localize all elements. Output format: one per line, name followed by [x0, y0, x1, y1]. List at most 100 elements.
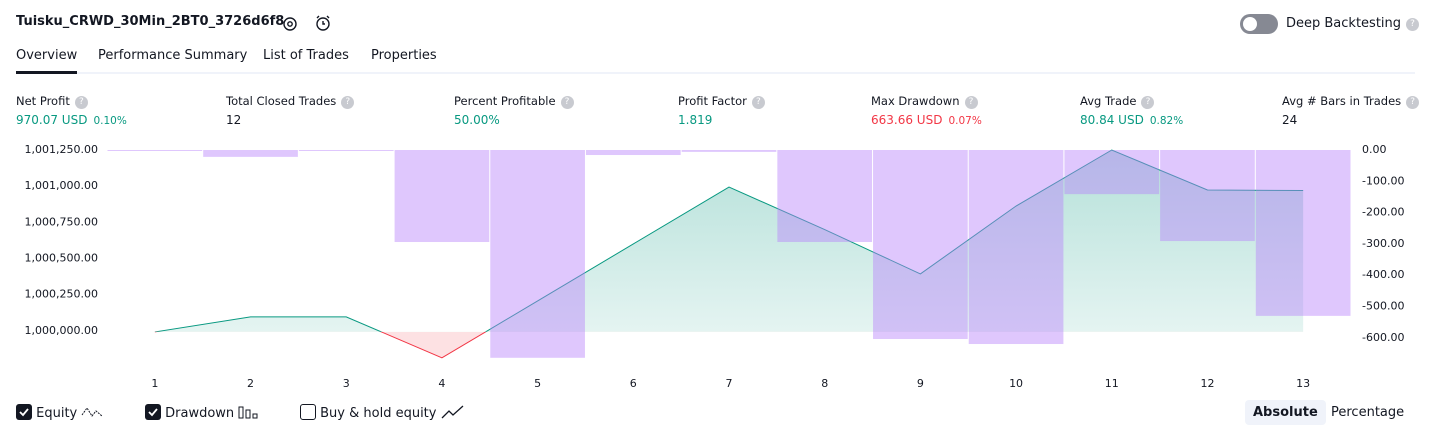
stat-percent: 0.10% [93, 115, 127, 127]
deep-backtesting-label: Deep Backtesting? [1286, 16, 1420, 31]
y-tick-label: 1,000,250.00 [25, 288, 98, 301]
x-tick-label: 7 [726, 377, 733, 390]
stat-label-text: Avg # Bars in Trades [1282, 94, 1402, 108]
help-icon[interactable]: ? [1406, 96, 1420, 109]
stat-label: Total Closed Trades? [226, 94, 355, 109]
drawdown-bar [490, 150, 585, 358]
legend-label: Buy & hold equity [320, 406, 437, 421]
stat-label: Avg # Bars in Trades? [1282, 94, 1420, 109]
tab[interactable]: Properties [371, 48, 437, 63]
stat-value-text: 663.66 USD [871, 113, 943, 127]
absolute-button[interactable]: Absolute [1245, 400, 1326, 425]
stat-label-text: Avg Trade [1080, 94, 1137, 108]
x-tick-label: 1 [151, 377, 158, 390]
help-icon[interactable]: ? [1141, 96, 1155, 109]
drawdown-bar [968, 150, 1064, 345]
stat-value-text: 1.819 [678, 113, 713, 127]
percentage-button[interactable]: Percentage [1331, 405, 1405, 420]
help-icon[interactable]: ? [560, 96, 574, 109]
stat-value: 663.66 USD 0.07% [871, 113, 982, 127]
deep-backtesting-text: Deep Backtesting [1286, 16, 1402, 31]
y-tick-label: 1,000,750.00 [25, 215, 98, 228]
x-tick-label: 3 [343, 377, 350, 390]
y-tick-label: 1,001,250.00 [25, 143, 98, 156]
stat-value-text: 80.84 USD [1080, 113, 1144, 127]
stat-label-text: Max Drawdown [871, 94, 960, 108]
stat-label: Max Drawdown? [871, 94, 978, 109]
drawdown-bar [1255, 150, 1351, 316]
stat-percent: 0.82% [1149, 115, 1184, 127]
stat-value: 1.819 [678, 113, 712, 127]
y-tick-label: 1,000,500.00 [25, 252, 98, 265]
x-tick-label: 10 [1009, 377, 1023, 390]
y2-tick-label: -200.00 [1362, 206, 1404, 219]
stat-value: 80.84 USD 0.82% [1080, 113, 1183, 127]
help-icon[interactable]: ? [751, 96, 765, 109]
x-tick-label: 5 [534, 377, 541, 390]
x-tick-label: 12 [1200, 377, 1214, 390]
alert-icon[interactable] [313, 13, 333, 33]
y-tick-label: 1,001,000.00 [25, 179, 98, 192]
drawdown-bar [298, 150, 394, 151]
settings-icon[interactable] [281, 15, 299, 33]
stat-value: 24 [1282, 113, 1297, 127]
check [19, 408, 29, 417]
x-tick-label: 8 [821, 377, 828, 390]
stat-percent: 0.07% [948, 115, 982, 127]
y2-tick-label: -100.00 [1362, 174, 1404, 187]
x-tick-label: 2 [247, 377, 254, 390]
stat-label-text: Net Profit [16, 94, 70, 108]
tab[interactable]: List of Trades [263, 48, 349, 63]
y2-tick-label: 0.00 [1362, 143, 1387, 156]
x-tick-label: 9 [917, 377, 924, 390]
stat-value-text: 970.07 USD [16, 113, 88, 127]
help-icon[interactable]: ? [964, 96, 978, 109]
drawdown-bar [681, 150, 777, 152]
equity-icon [81, 407, 103, 417]
drawdown-bar [1160, 150, 1255, 242]
drawdown-bar [394, 150, 490, 243]
y-tick-label: 1,000,000.00 [25, 324, 98, 337]
help-icon[interactable]: ? [1406, 18, 1420, 31]
stat-value: 12 [226, 113, 241, 127]
stat-label-text: Total Closed Trades [226, 94, 337, 108]
help-icon[interactable]: ? [74, 96, 88, 109]
tab-divider [16, 72, 1415, 74]
legend-label: Equity [36, 406, 78, 421]
stat-value: 970.07 USD 0.10% [16, 113, 127, 127]
drawdown-icon [238, 406, 258, 419]
stat-label: Net Profit? [16, 94, 88, 109]
buy-hold-icon [441, 405, 464, 419]
equity-area [154, 150, 1304, 332]
y2-tick-label: -400.00 [1362, 268, 1404, 281]
check [148, 408, 158, 417]
help-icon[interactable]: ? [341, 96, 355, 109]
drawdown-bar [777, 150, 873, 243]
checkbox[interactable] [16, 404, 32, 420]
equity-area-negative [381, 331, 486, 358]
checkbox[interactable] [145, 404, 161, 420]
tab[interactable]: Performance Summary [98, 48, 248, 63]
stat-value-text: 12 [226, 113, 242, 127]
equity-toggle[interactable]: Equity [16, 404, 105, 421]
checkbox[interactable] [300, 404, 316, 420]
drawdown-toggle[interactable]: Drawdown [145, 404, 260, 421]
strategy-title: Tuisku_CRWD_30Min_2BT0_3726d6f8 [16, 14, 285, 29]
drawdown-bar [873, 150, 968, 340]
stat-label-text: Percent Profitable [454, 94, 556, 108]
drawdown-bar [1064, 150, 1160, 195]
x-tick-label: 11 [1105, 377, 1119, 390]
x-tick-label: 13 [1296, 377, 1310, 390]
buy-hold-toggle[interactable]: Buy & hold equity [300, 404, 465, 421]
stat-value-text: 24 [1282, 113, 1298, 127]
stat-label: Percent Profitable? [454, 94, 574, 109]
deep-backtesting-toggle[interactable] [1240, 14, 1278, 34]
drawdown-bar [107, 150, 203, 151]
tab[interactable]: Overview [16, 48, 78, 74]
legend-label: Drawdown [165, 406, 235, 421]
y2-tick-label: -300.00 [1362, 237, 1404, 250]
stat-label-text: Profit Factor [678, 94, 747, 108]
stat-value: 50.00% [454, 113, 500, 127]
